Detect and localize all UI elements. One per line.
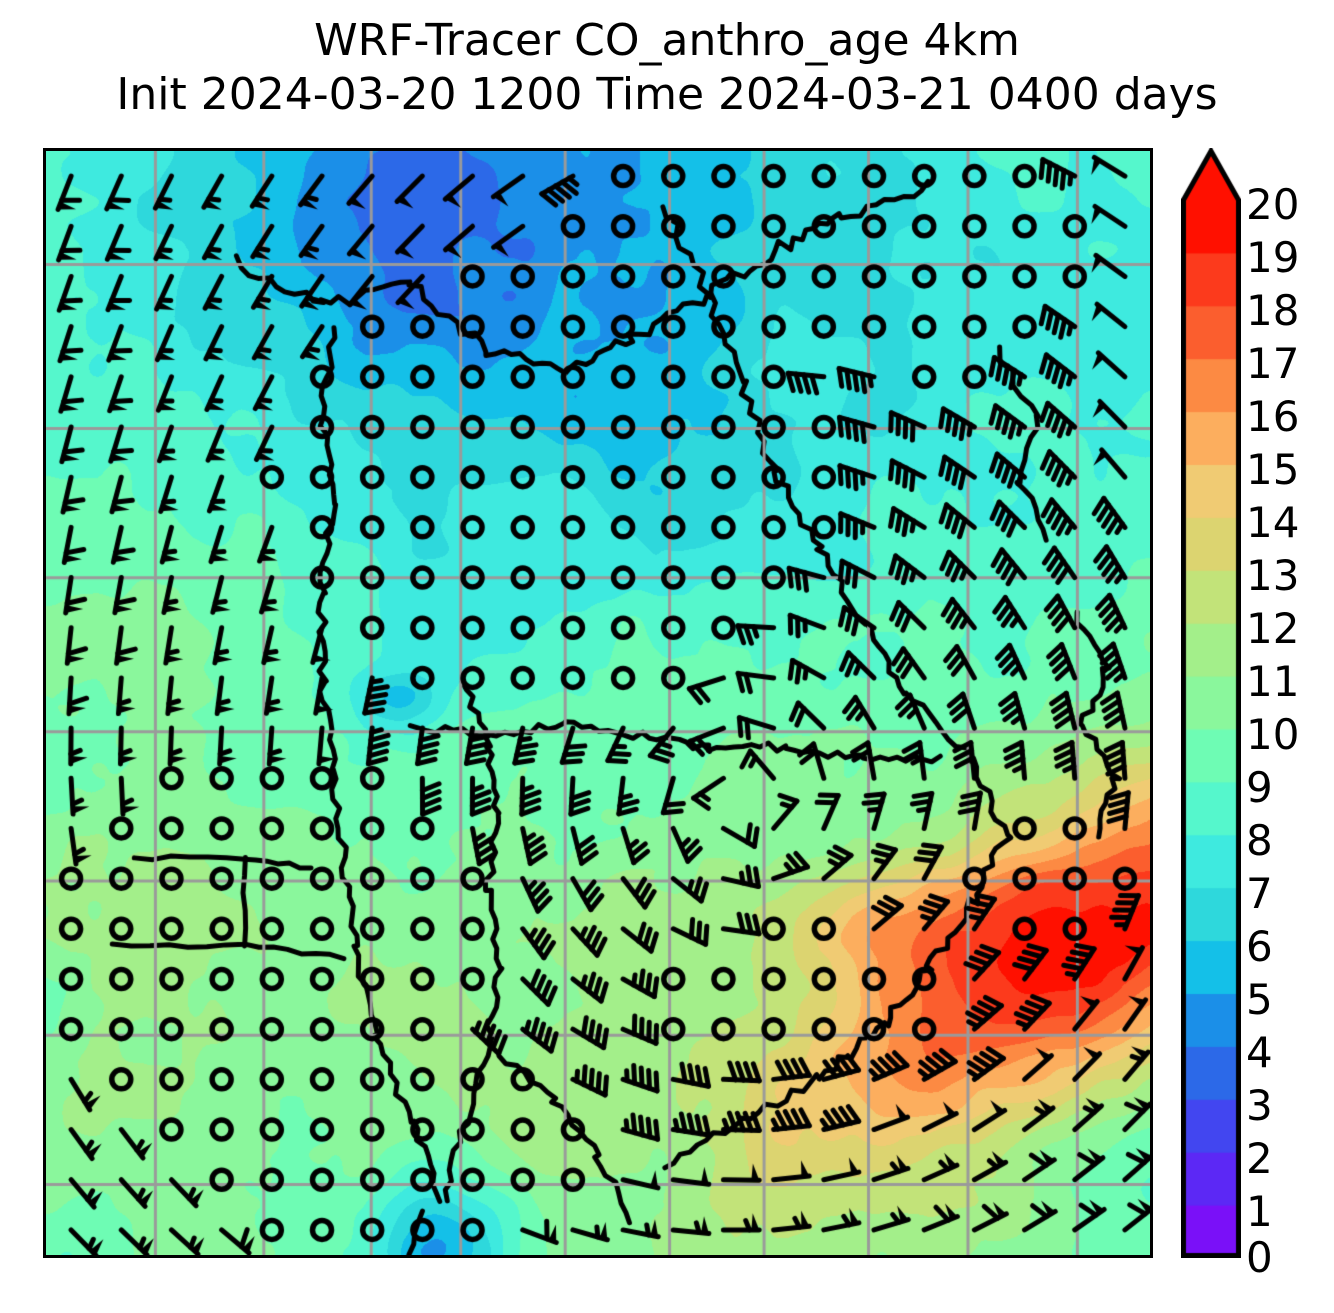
colorbar-tick-label: 16 (1246, 392, 1300, 441)
colorbar-tick-label: 7 (1246, 869, 1273, 918)
title-line-1: WRF-Tracer CO_anthro_age 4km (314, 15, 1020, 66)
colorbar-tick-label: 5 (1246, 975, 1273, 1024)
colorbar-tick-label: 9 (1246, 763, 1273, 812)
colorbar-tick-label: 0 (1246, 1233, 1273, 1282)
colorbar-tick-label: 13 (1246, 551, 1300, 600)
colorbar-tick-label: 17 (1246, 339, 1300, 388)
title-line-2: Init 2024-03-20 1200 Time 2024-03-21 040… (116, 69, 1218, 120)
colorbar-tick-label: 19 (1246, 233, 1300, 282)
colorbar-tick-label: 12 (1246, 604, 1300, 653)
colorbar-tick-label: 1 (1246, 1187, 1273, 1236)
colorbar-tick-label: 3 (1246, 1081, 1273, 1130)
colorbar-tick-label: 14 (1246, 498, 1300, 547)
colorbar-tick-label: 8 (1246, 816, 1273, 865)
colorbar-gradient (1181, 148, 1241, 1258)
colorbar-tick-label: 15 (1246, 445, 1300, 494)
colorbar-tick-labels: 20 19 18 17 16 15 14 13 12 11 10 9 8 7 6 5 4 3 2 1 0 (1246, 148, 1334, 1279)
map-plot-area[interactable] (43, 148, 1153, 1258)
colorbar-tick-label: 20 (1246, 180, 1300, 229)
colorbar-tick-label: 18 (1246, 286, 1300, 335)
tracer-age-field (46, 151, 1150, 1255)
colorbar[interactable] (1181, 148, 1241, 1258)
colorbar-tick-label: 6 (1246, 922, 1273, 971)
page-title: WRF-Tracer CO_anthro_age 4km Init 2024-0… (0, 14, 1334, 122)
colorbar-tick-label: 4 (1246, 1028, 1273, 1077)
colorbar-tick-label: 2 (1246, 1134, 1273, 1183)
colorbar-tick-label: 11 (1246, 657, 1300, 706)
colorbar-tick-label: 10 (1246, 710, 1300, 759)
